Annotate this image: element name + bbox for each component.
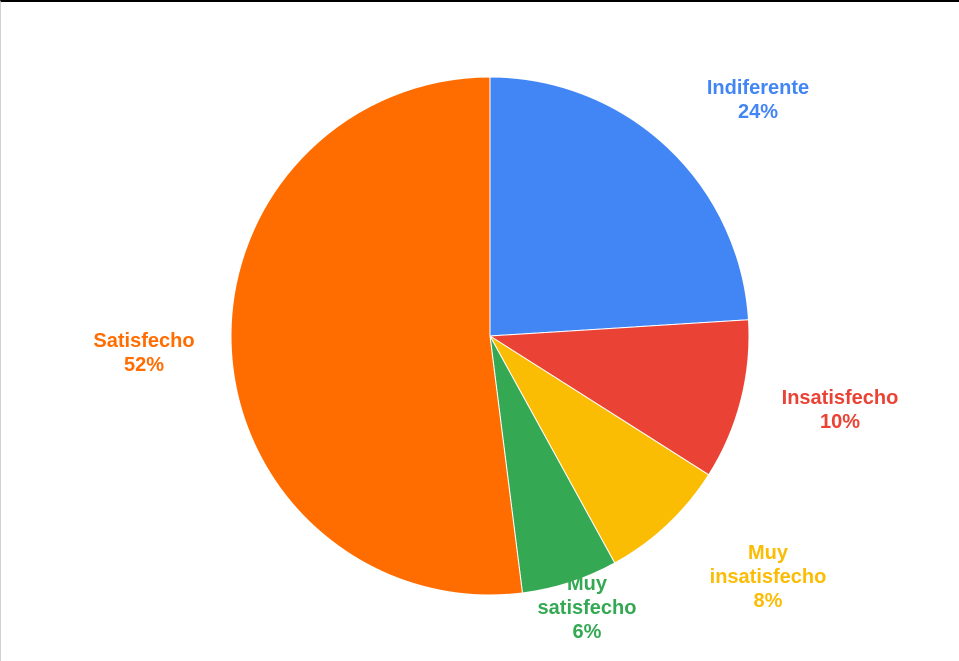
pie-slices <box>230 76 750 596</box>
slice-label-line: 6% <box>573 621 602 643</box>
pie-slice-muy-insatisfecho <box>489 335 710 564</box>
slice-label-line: Muy <box>748 542 789 564</box>
slice-label-indiferente: Indiferente 24% <box>707 77 809 123</box>
slice-label-line: Muy <box>567 573 608 595</box>
pie-slice-insatisfecho <box>488 319 750 476</box>
slice-label-muy-insatisfecho: Muy insatisfecho 8% <box>710 542 827 612</box>
pie-slice-indiferente <box>489 76 750 337</box>
slice-label-line: 24% <box>738 101 778 123</box>
slice-label-line: 52% <box>124 354 164 376</box>
slice-label-satisfecho: Satisfecho 52% <box>93 330 194 376</box>
slice-label-line: 8% <box>754 590 783 612</box>
slice-label-line: Satisfecho <box>93 330 194 352</box>
slice-label-line: Indiferente <box>707 77 809 99</box>
slice-label-line: 10% <box>820 411 860 433</box>
slice-label-line: insatisfecho <box>710 566 827 588</box>
slice-labels: Indiferente 24%Insatisfecho 10%Muy insatisf… <box>93 77 898 643</box>
slice-label-line: Insatisfecho <box>782 387 899 409</box>
pie-slice-satisfecho <box>230 76 524 596</box>
slice-label-muy-satisfecho: Muy satisfecho 6% <box>538 573 637 643</box>
slice-label-insatisfecho: Insatisfecho 10% <box>782 387 899 433</box>
slice-label-line: satisfecho <box>538 597 637 619</box>
